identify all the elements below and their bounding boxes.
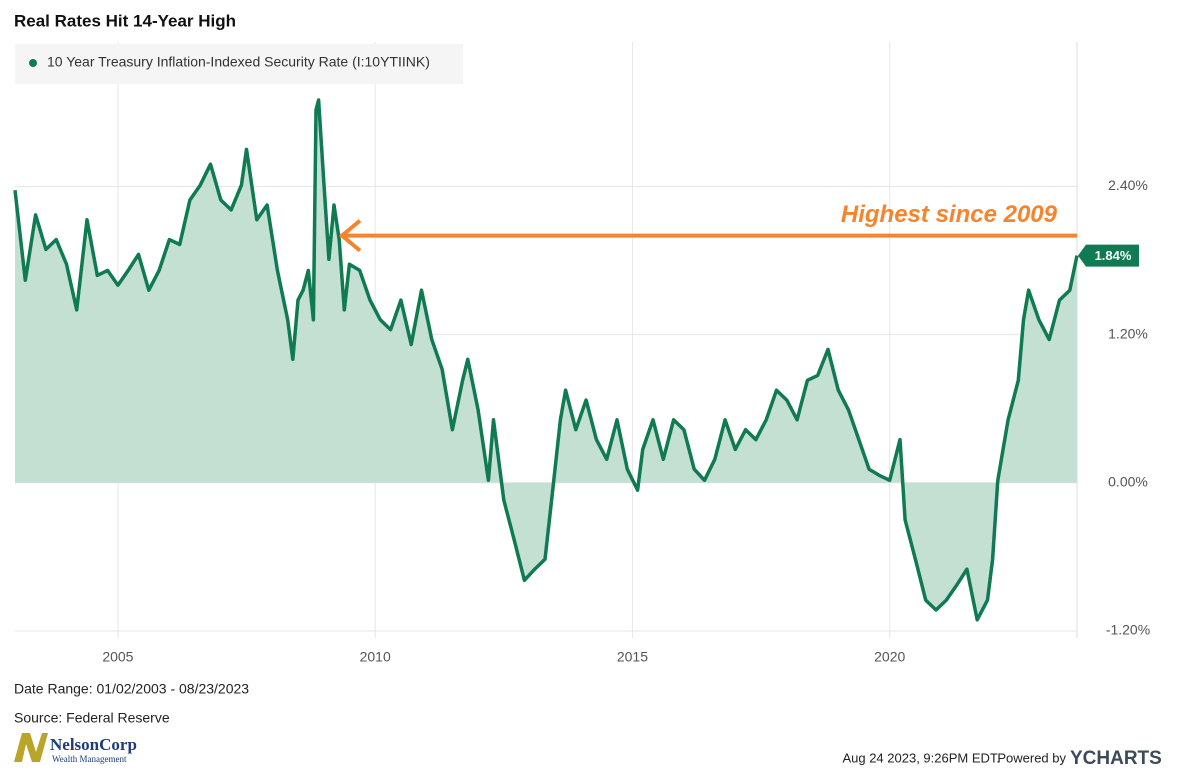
legend-marker [29, 59, 37, 67]
end-label-box [1078, 244, 1139, 267]
end-label: 1.84% [1095, 248, 1132, 263]
area [15, 100, 1077, 620]
line [13, 98, 1079, 622]
powered-by: Powered by [997, 750, 1066, 765]
brand: YCHARTS [1070, 748, 1162, 769]
x-tick-label: 2020 [874, 649, 905, 665]
x-tick-label: 2010 [360, 649, 391, 665]
x-tick-label: 2005 [102, 649, 133, 665]
source: Source: Federal Reserve [14, 710, 170, 726]
annotation-arrowhead [338, 219, 362, 253]
date-range: Date Range: 01/02/2003 - 08/23/2023 [14, 681, 249, 697]
x-tick-label: 2015 [617, 649, 648, 665]
logo-sub: Wealth Management [52, 754, 127, 764]
labels: 2005 2010 2015 2020 2.40% 1.20% 0.00% -1.20% Hig… [102, 177, 1150, 665]
y-tick-label: 2.40% [1108, 177, 1148, 193]
chart-title: Real Rates Hit 14-Year High [14, 11, 236, 30]
logo-name: NelsonCorp [50, 735, 137, 754]
timestamp: Aug 24 2023, 9:26PM EDT. [842, 750, 1000, 765]
series [13, 98, 1079, 622]
legend-box [15, 44, 463, 84]
annotation: Highest since 2009 [841, 201, 1058, 228]
y-tick-label: 0.00% [1108, 473, 1148, 489]
plot: 2005 2010 2015 2020 2.40% 1.20% 0.00% -1.20% Hig… [13, 42, 1150, 665]
legend-label: 10 Year Treasury Inflation-Indexed Secur… [47, 54, 430, 70]
y-tick-label: -1.20% [1106, 622, 1150, 638]
logo-icon [14, 733, 48, 762]
y-tick-label: 1.20% [1108, 325, 1148, 341]
